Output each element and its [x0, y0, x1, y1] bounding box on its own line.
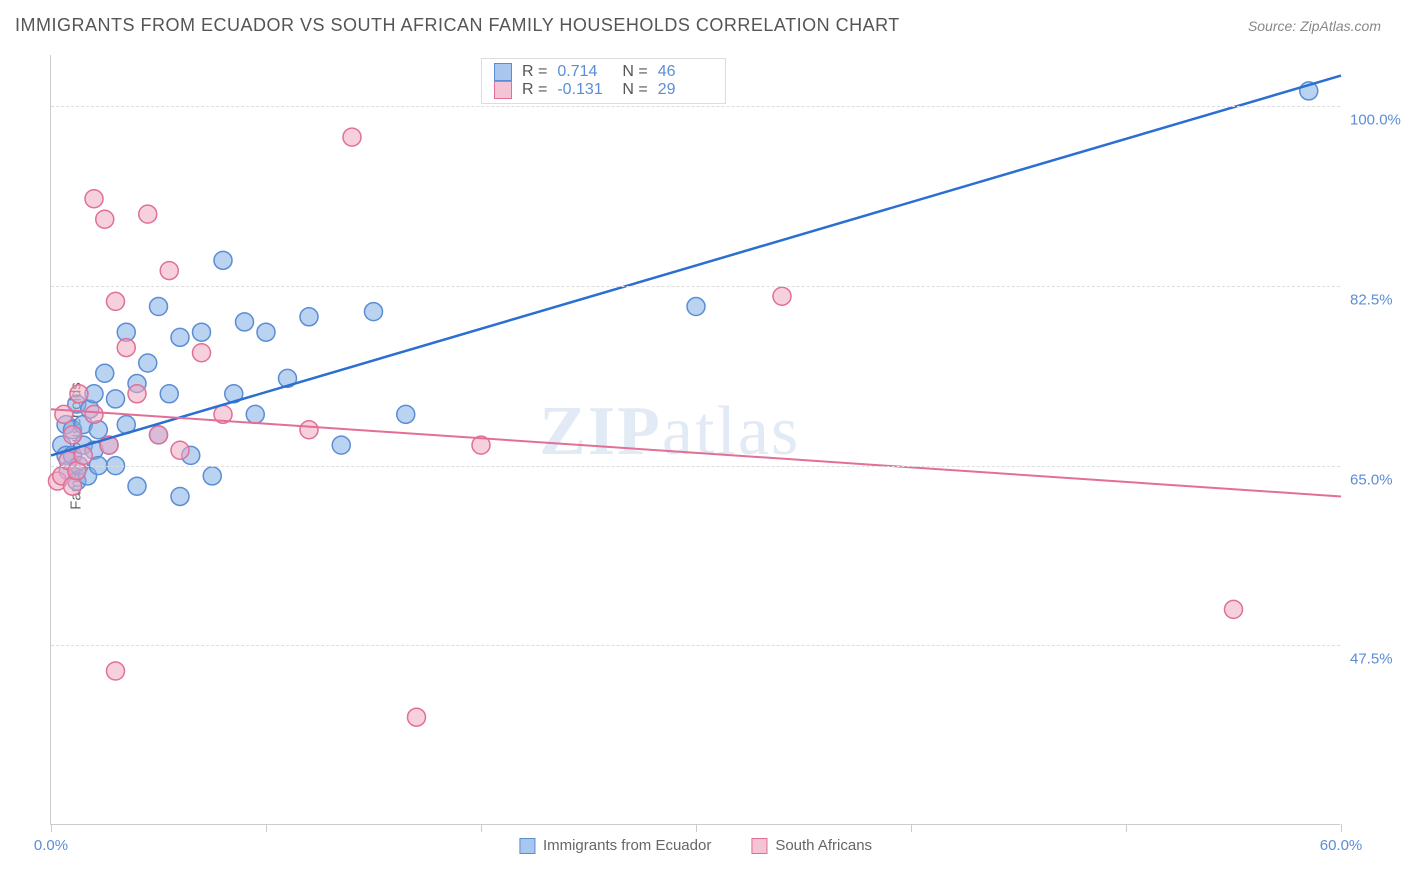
x-tick	[266, 824, 267, 832]
scatter-point-south_africans	[64, 426, 82, 444]
scatter-point-ecuador	[257, 323, 275, 341]
scatter-point-ecuador	[203, 467, 221, 485]
legend-item-ecuador: Immigrants from Ecuador	[519, 837, 711, 854]
x-tick	[911, 824, 912, 832]
scatter-point-ecuador	[236, 313, 254, 331]
scatter-point-ecuador	[107, 390, 125, 408]
scatter-point-ecuador	[300, 308, 318, 326]
y-tick-label: 82.5%	[1350, 292, 1406, 309]
scatter-point-ecuador	[365, 303, 383, 321]
gridline	[51, 645, 1340, 646]
scatter-point-south_africans	[343, 128, 361, 146]
scatter-point-south_africans	[117, 339, 135, 357]
legend-label-south-africans: South Africans	[775, 837, 872, 854]
scatter-point-ecuador	[193, 323, 211, 341]
scatter-point-ecuador	[160, 385, 178, 403]
scatter-point-ecuador	[171, 487, 189, 505]
scatter-point-ecuador	[687, 298, 705, 316]
scatter-point-south_africans	[74, 446, 92, 464]
x-tick	[696, 824, 697, 832]
scatter-point-ecuador	[96, 364, 114, 382]
x-tick	[1341, 824, 1342, 832]
gridline	[51, 106, 1340, 107]
plot-svg	[51, 55, 1340, 824]
scatter-point-south_africans	[139, 205, 157, 223]
x-tick	[1126, 824, 1127, 832]
scatter-point-ecuador	[171, 328, 189, 346]
scatter-point-ecuador	[150, 298, 168, 316]
legend-bottom: Immigrants from Ecuador South Africans	[519, 837, 872, 854]
scatter-point-south_africans	[300, 421, 318, 439]
scatter-point-south_africans	[171, 441, 189, 459]
scatter-point-south_africans	[1225, 600, 1243, 618]
x-tick-label-right: 60.0%	[1320, 837, 1363, 854]
scatter-point-south_africans	[107, 292, 125, 310]
scatter-point-south_africans	[107, 662, 125, 680]
legend-item-south-africans: South Africans	[751, 837, 872, 854]
legend-swatch-ecuador	[519, 838, 535, 854]
chart-title: IMMIGRANTS FROM ECUADOR VS SOUTH AFRICAN…	[15, 15, 900, 36]
y-tick-label: 65.0%	[1350, 471, 1406, 488]
regression-line-ecuador	[51, 76, 1341, 456]
scatter-point-south_africans	[85, 405, 103, 423]
y-tick-label: 47.5%	[1350, 651, 1406, 668]
y-tick-label: 100.0%	[1350, 112, 1406, 129]
scatter-point-ecuador	[246, 405, 264, 423]
scatter-point-ecuador	[397, 405, 415, 423]
scatter-point-ecuador	[332, 436, 350, 454]
chart-source: Source: ZipAtlas.com	[1248, 18, 1381, 34]
plot-area: ZIPatlas R = 0.714 N = 46 R = -0.131 N =…	[50, 55, 1340, 825]
scatter-point-south_africans	[193, 344, 211, 362]
scatter-point-ecuador	[139, 354, 157, 372]
gridline	[51, 286, 1340, 287]
scatter-point-ecuador	[128, 477, 146, 495]
legend-swatch-south-africans	[751, 838, 767, 854]
gridline	[51, 466, 1340, 467]
scatter-point-south_africans	[160, 262, 178, 280]
scatter-point-south_africans	[85, 190, 103, 208]
scatter-point-south_africans	[408, 708, 426, 726]
scatter-point-ecuador	[214, 251, 232, 269]
x-tick-label-left: 0.0%	[34, 837, 68, 854]
scatter-point-south_africans	[150, 426, 168, 444]
x-tick	[51, 824, 52, 832]
x-tick	[481, 824, 482, 832]
scatter-point-south_africans	[773, 287, 791, 305]
legend-label-ecuador: Immigrants from Ecuador	[543, 837, 711, 854]
scatter-point-south_africans	[55, 405, 73, 423]
scatter-point-south_africans	[70, 385, 88, 403]
scatter-point-south_africans	[96, 210, 114, 228]
regression-line-south_africans	[51, 409, 1341, 496]
scatter-point-south_africans	[128, 385, 146, 403]
chart-container: IMMIGRANTS FROM ECUADOR VS SOUTH AFRICAN…	[0, 0, 1406, 892]
